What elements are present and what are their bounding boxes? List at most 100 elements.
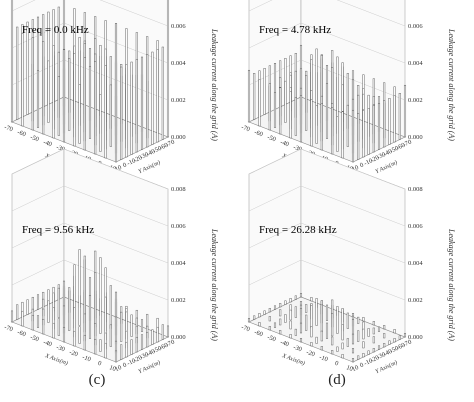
frequency-label: Freq = 9.56 kHz [22, 224, 94, 236]
bar [135, 336, 138, 353]
x-tick-label: -40 [279, 339, 290, 349]
bar [351, 348, 355, 354]
bar [10, 0, 14, 123]
y-tick-label: -40 [145, 348, 156, 358]
bar [120, 66, 123, 160]
bar [247, 69, 251, 123]
bar [140, 319, 144, 332]
frequency-label: Freq = 0.0 kHz [22, 24, 89, 36]
bar [166, 0, 170, 138]
x-tick-label: -50 [29, 334, 40, 344]
x-tick-label: -60 [16, 129, 27, 139]
y-tick-label: -20 [369, 354, 380, 364]
bar [320, 330, 323, 342]
z-tick-label: 0.004 [408, 260, 423, 267]
y-tick-label: -70 [402, 339, 413, 349]
bar [10, 310, 14, 323]
y-tick-label: 10 [351, 364, 360, 373]
bar [26, 21, 29, 115]
panel-caption: (d) [328, 372, 346, 388]
x-tick-label: -70 [240, 124, 251, 134]
z-tick-label: 0.006 [408, 223, 423, 230]
x-tick-label: -40 [42, 139, 53, 149]
bar [341, 354, 344, 359]
bar [52, 45, 55, 139]
bar [73, 330, 76, 347]
bar [325, 304, 329, 321]
x-tick-label: -70 [3, 324, 14, 334]
bar [130, 339, 133, 355]
bar [362, 321, 365, 331]
x-tick-label: -20 [68, 349, 79, 359]
bar [310, 297, 313, 302]
bar [120, 311, 123, 342]
bar [279, 303, 282, 308]
bar [99, 94, 102, 152]
bar [36, 315, 40, 328]
bar [42, 41, 45, 135]
bar [315, 298, 318, 326]
wall-gridline [248, 148, 302, 175]
bar [336, 116, 339, 152]
bar [299, 293, 303, 298]
bar [68, 58, 71, 131]
bar [120, 344, 123, 360]
bar [263, 68, 266, 115]
bar [62, 326, 66, 343]
wall-gridline [11, 259, 65, 286]
bar [299, 95, 303, 143]
bar [346, 338, 349, 347]
wall-gridline [300, 259, 406, 301]
bar [114, 316, 118, 345]
bar [357, 113, 360, 160]
bar [336, 346, 339, 352]
wall-gridline [248, 222, 302, 249]
bar [325, 322, 329, 339]
bar [284, 300, 287, 305]
bar-series [247, 44, 407, 163]
y-tick-label: -10 [126, 357, 137, 367]
wall-gridline [300, 22, 406, 64]
bar [268, 316, 271, 322]
bar [351, 358, 355, 363]
bar [289, 298, 292, 303]
wall-gridline [300, 185, 406, 227]
bar [99, 339, 102, 352]
bar-series [10, 0, 170, 163]
y-tick-label: -40 [382, 348, 393, 358]
bar [315, 336, 318, 344]
y-tick-label: -20 [132, 354, 143, 364]
bar [161, 46, 164, 140]
z-tick-label: 0.004 [171, 260, 186, 267]
y-tick-label: -60 [395, 142, 406, 152]
bar [109, 324, 112, 347]
y-tick-label: -50 [152, 345, 163, 355]
x-tick-label: -50 [29, 134, 40, 144]
x-tick-label: -20 [305, 349, 316, 359]
bar [325, 83, 329, 139]
y-tick-label: -60 [395, 342, 406, 352]
bar [78, 249, 81, 326]
panel-caption: (c) [89, 372, 106, 388]
y-tick-label: -60 [158, 142, 169, 152]
frequency-label: Freq = 4.78 kHz [259, 24, 331, 36]
bar [398, 93, 401, 140]
chart-panel-a: 0.0000.0020.0040.0060.008101000-10-10-20… [3, 0, 219, 175]
bar [258, 313, 261, 318]
bar [289, 309, 292, 321]
bar [299, 322, 303, 334]
y-tick-label: -70 [402, 139, 413, 149]
bar [362, 353, 365, 358]
bar [273, 305, 277, 310]
y-tick-label: -30 [139, 351, 150, 361]
wall-gridline [63, 185, 169, 227]
z-tick-label: 0.006 [408, 23, 423, 30]
y-tick-label: -50 [389, 345, 400, 355]
bar [305, 304, 308, 313]
bar [78, 326, 81, 344]
z-tick-label: 0.002 [408, 97, 423, 104]
bar [140, 334, 144, 350]
bar [279, 330, 282, 335]
bar [26, 299, 29, 315]
z-tick-label: 0.000 [408, 134, 423, 141]
